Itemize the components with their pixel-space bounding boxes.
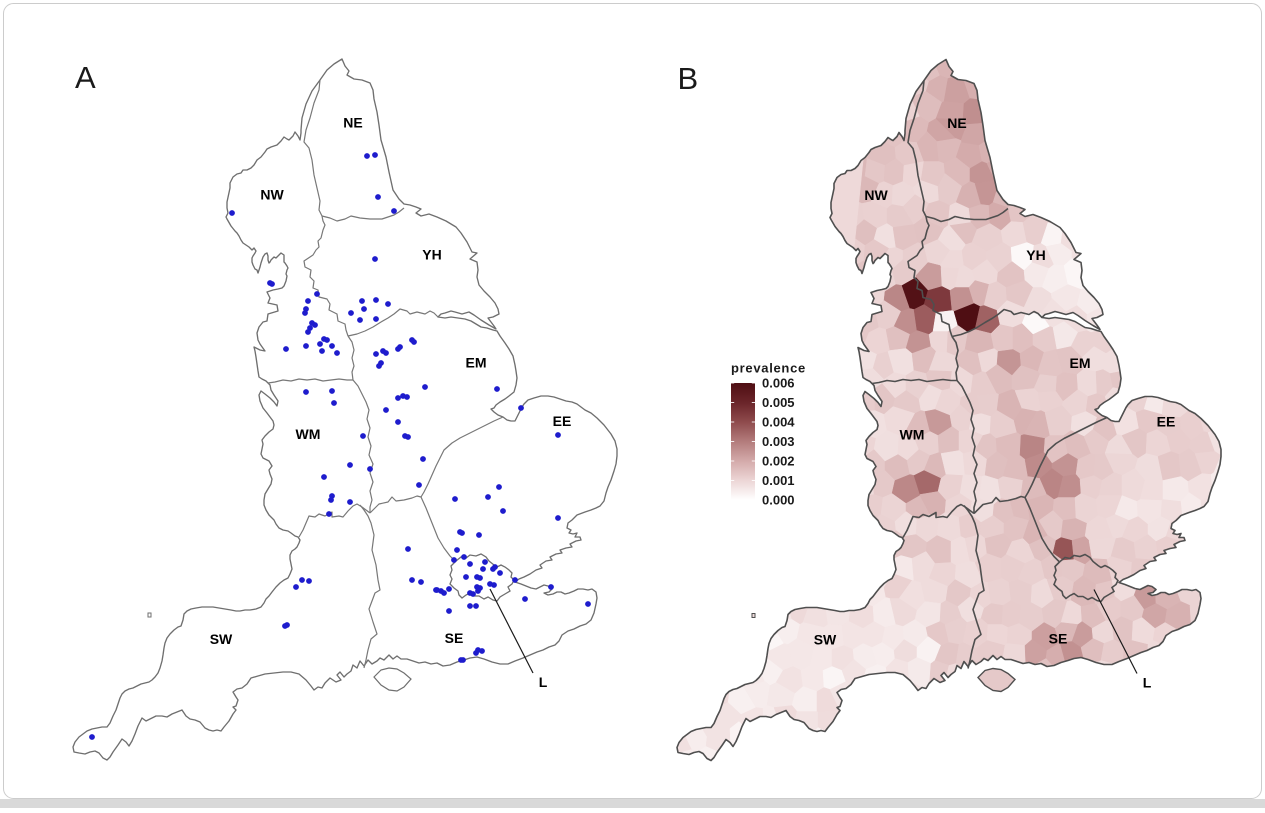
svg-text:L: L bbox=[1143, 675, 1152, 691]
svg-text:L: L bbox=[539, 674, 548, 690]
svg-text:0.003: 0.003 bbox=[762, 434, 795, 449]
svg-text:EM: EM bbox=[466, 355, 487, 371]
svg-text:0.005: 0.005 bbox=[762, 395, 795, 410]
svg-text:YH: YH bbox=[422, 247, 441, 263]
svg-text:0.006: 0.006 bbox=[762, 376, 795, 391]
svg-text:NW: NW bbox=[260, 187, 284, 203]
svg-text:NW: NW bbox=[864, 187, 888, 203]
svg-text:SE: SE bbox=[445, 630, 464, 646]
svg-text:0.002: 0.002 bbox=[762, 454, 795, 469]
svg-text:SW: SW bbox=[814, 632, 837, 648]
svg-text:EE: EE bbox=[553, 413, 572, 429]
svg-text:NE: NE bbox=[343, 115, 362, 131]
svg-text:EM: EM bbox=[1070, 355, 1091, 371]
svg-text:B: B bbox=[678, 61, 699, 96]
svg-text:0.001: 0.001 bbox=[762, 473, 795, 488]
svg-text:0.004: 0.004 bbox=[762, 415, 795, 430]
svg-text:A: A bbox=[75, 60, 96, 95]
svg-text:YH: YH bbox=[1026, 247, 1045, 263]
svg-text:WM: WM bbox=[900, 427, 925, 443]
svg-text:prevalence: prevalence bbox=[731, 361, 806, 376]
svg-text:SW: SW bbox=[210, 631, 233, 647]
svg-text:WM: WM bbox=[296, 426, 321, 442]
svg-text:NE: NE bbox=[947, 115, 966, 131]
svg-text:EE: EE bbox=[1157, 414, 1176, 430]
svg-text:0.000: 0.000 bbox=[762, 493, 795, 508]
svg-text:SE: SE bbox=[1049, 631, 1068, 647]
